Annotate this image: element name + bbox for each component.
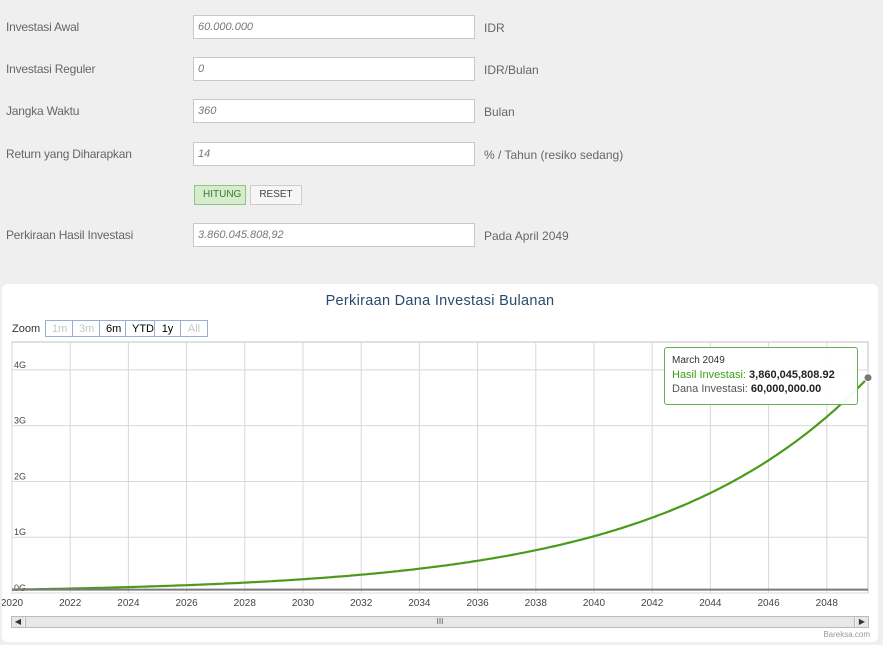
investasi-awal-input[interactable] [193, 15, 475, 39]
x-tick-label: 2032 [350, 598, 373, 609]
unit-hasil: Pada April 2049 [484, 229, 569, 243]
scroll-right-arrow-icon[interactable]: ▶ [856, 617, 868, 627]
x-tick-label: 2048 [816, 598, 839, 609]
x-tick-label: 2020 [2, 598, 24, 609]
chart-credit[interactable]: Bareksa.com [823, 630, 870, 639]
investasi-reguler-input[interactable] [193, 57, 475, 81]
x-tick-label: 2024 [117, 598, 140, 609]
scroll-thumb[interactable]: III [25, 617, 855, 627]
x-tick-label: 2044 [699, 598, 722, 609]
unit-jangka-waktu: Bulan [484, 105, 515, 119]
row-hasil: Perkiraan Hasil Investasi Pada April 204… [0, 223, 883, 249]
chart-card: Perkiraan Dana Investasi Bulanan Zoom 1m… [2, 284, 878, 642]
series-line-hasil-investasi [12, 378, 868, 590]
x-tick-label: 2036 [466, 598, 489, 609]
x-tick-label: 2022 [59, 598, 82, 609]
navigator-scrollbar[interactable]: ◀ III ▶ [11, 616, 869, 628]
unit-investasi-awal: IDR [484, 21, 505, 35]
x-tick-label: 2034 [408, 598, 431, 609]
scroll-left-arrow-icon[interactable]: ◀ [12, 617, 24, 627]
chart-plot: 2020 2022 2024 2026 2028 2030 2032 2034 2036 2038… [2, 284, 878, 614]
tooltip-hasil-value: 3,860,045,808.92 [749, 369, 835, 381]
tooltip-dana-value: 60,000,000.00 [751, 383, 821, 395]
label-jangka-waktu: Jangka Waktu [6, 104, 79, 118]
jangka-waktu-input[interactable] [193, 99, 475, 123]
hasil-input[interactable] [193, 223, 475, 247]
row-investasi-reguler: Investasi Reguler IDR/Bulan [0, 57, 883, 83]
y-tick-label: 2G [14, 471, 26, 481]
chart-tooltip: March 2049 Hasil Investasi: 3,860,045,80… [664, 347, 858, 405]
label-hasil: Perkiraan Hasil Investasi [6, 228, 133, 242]
x-tick-label: 2038 [525, 598, 548, 609]
y-tick-label: 4G [14, 360, 26, 370]
label-return: Return yang Diharapkan [6, 147, 132, 161]
x-tick-label: 2026 [175, 598, 198, 609]
y-tick-label: 0G [14, 583, 26, 593]
tooltip-hasil-label: Hasil Investasi [672, 369, 743, 381]
return-input[interactable] [193, 142, 475, 166]
row-return: Return yang Diharapkan % / Tahun (resiko… [0, 142, 883, 168]
row-investasi-awal: Investasi Awal IDR [0, 15, 883, 41]
tooltip-dana-label: Dana Investasi [672, 383, 745, 395]
tooltip-date: March 2049 [672, 354, 850, 368]
row-jangka-waktu: Jangka Waktu Bulan [0, 99, 883, 125]
x-tick-label: 2042 [641, 598, 664, 609]
hitung-button[interactable]: HITUNG [194, 185, 246, 205]
x-tick-label: 2030 [292, 598, 315, 609]
x-tick-label: 2040 [583, 598, 606, 609]
y-tick-label: 1G [14, 527, 26, 537]
unit-return: % / Tahun (resiko sedang) [484, 148, 623, 162]
x-tick-label: 2046 [757, 598, 780, 609]
unit-investasi-reguler: IDR/Bulan [484, 63, 539, 77]
hover-marker [864, 374, 872, 382]
label-investasi-awal: Investasi Awal [6, 20, 79, 34]
x-tick-label: 2028 [234, 598, 257, 609]
label-investasi-reguler: Investasi Reguler [6, 62, 95, 76]
reset-button[interactable]: RESET [250, 185, 302, 205]
y-tick-label: 3G [14, 416, 26, 426]
